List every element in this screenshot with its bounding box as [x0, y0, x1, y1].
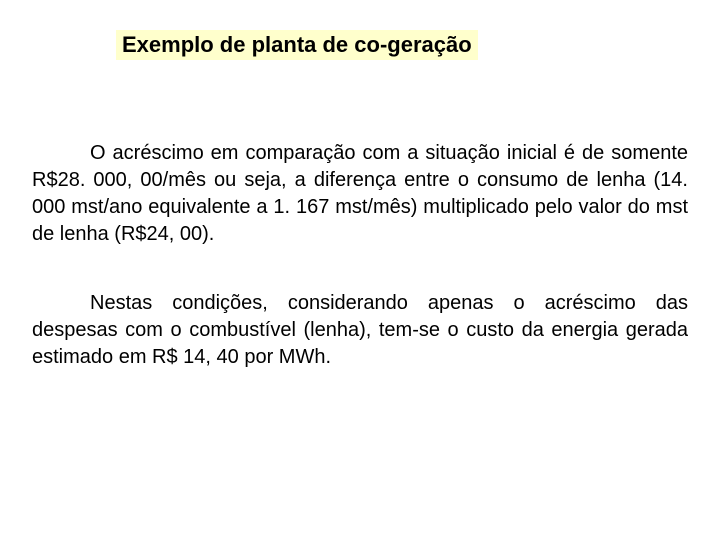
paragraph-1: O acréscimo em comparação com a situação… [32, 140, 688, 248]
paragraph-2: Nestas condições, considerando apenas o … [32, 290, 688, 371]
body-content: O acréscimo em comparação com a situação… [32, 140, 688, 371]
slide-title: Exemplo de planta de co-geração [122, 32, 472, 57]
slide: Exemplo de planta de co-geração O acrésc… [0, 0, 720, 540]
title-highlight-box: Exemplo de planta de co-geração [116, 30, 478, 60]
